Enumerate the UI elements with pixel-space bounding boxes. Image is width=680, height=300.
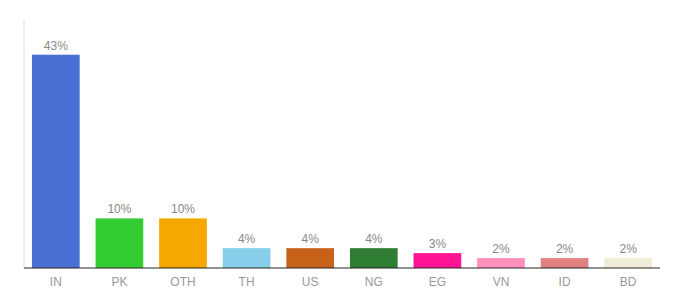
bar [541, 258, 589, 268]
y-axis-line [24, 20, 25, 268]
data-label: 43% [44, 39, 68, 53]
x-axis-line [24, 268, 660, 269]
bar [350, 248, 398, 268]
data-label: 4% [238, 232, 256, 246]
data-label: 10% [171, 202, 195, 216]
bar [159, 218, 207, 268]
data-label: 4% [365, 232, 383, 246]
bar [223, 248, 271, 268]
x-tick-label: IN [50, 275, 62, 289]
x-tick-label: VN [493, 275, 510, 289]
data-label: 3% [429, 237, 447, 251]
data-label: 2% [492, 242, 510, 256]
x-tick-label: NG [365, 275, 383, 289]
bar [604, 258, 652, 268]
data-label: 10% [107, 202, 131, 216]
bar [286, 248, 334, 268]
bar [96, 218, 144, 268]
data-label: 4% [302, 232, 320, 246]
bar [32, 55, 80, 268]
bars [32, 55, 652, 268]
bar [477, 258, 525, 268]
data-label: 2% [620, 242, 638, 256]
x-tick-label: US [302, 275, 319, 289]
x-tick-label: EG [429, 275, 446, 289]
data-label: 2% [556, 242, 574, 256]
x-tick-label: BD [620, 275, 637, 289]
chart: 43% 10% 10% 4% 4% 4% 3% 2% 2% 2% IN PK OTH TH US NG EG VN… [0, 0, 680, 300]
x-tick-label: OTH [170, 275, 195, 289]
x-tick-label: ID [559, 275, 571, 289]
chart-container: 43% 10% 10% 4% 4% 4% 3% 2% 2% 2% IN PK OTH TH US NG EG VN… [0, 0, 680, 300]
x-tick-label: TH [239, 275, 255, 289]
x-tick-label: PK [111, 275, 127, 289]
bar [414, 253, 462, 268]
